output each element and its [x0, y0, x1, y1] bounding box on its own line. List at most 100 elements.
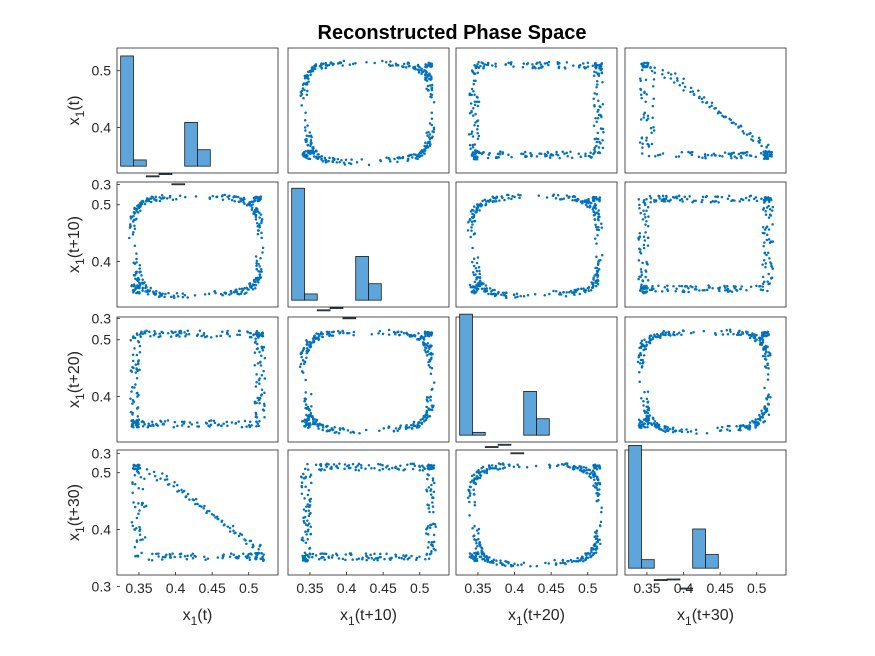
scatter-point: [364, 552, 368, 555]
scatter-point: [494, 464, 498, 468]
scatter-point: [739, 428, 742, 432]
scatter-point: [136, 422, 140, 425]
scatter-point: [347, 464, 351, 467]
scatter-point: [495, 156, 499, 159]
scatter-point: [714, 333, 718, 337]
x-axis-label: x1(t+30): [677, 607, 734, 628]
scatter-point: [331, 160, 335, 164]
scatter-point: [258, 377, 261, 380]
scatter-point: [425, 87, 428, 91]
scatter-point: [133, 336, 137, 340]
histogram-bar: [523, 391, 537, 436]
scatter-point: [256, 224, 259, 228]
histogram-bar: [184, 122, 198, 167]
scatter-point: [428, 526, 432, 530]
scatter-point: [313, 67, 317, 70]
scatter-point: [243, 419, 247, 423]
histogram-bar: [291, 187, 305, 301]
scatter-point: [136, 362, 140, 366]
scatter-point: [160, 558, 164, 561]
scatter-point: [376, 558, 379, 562]
x-tick-label: 0.4: [674, 580, 694, 596]
scatter-point: [689, 331, 693, 335]
scatter-point: [241, 288, 245, 291]
scatter-point: [748, 132, 751, 136]
scatter-point: [305, 137, 308, 141]
scatter-point: [135, 252, 138, 255]
scatter-point: [202, 331, 206, 335]
scatter-point: [430, 83, 434, 87]
scatter-point: [567, 559, 570, 563]
scatter-point: [478, 272, 482, 276]
scatter-point: [135, 376, 139, 380]
scatter-point: [208, 509, 211, 513]
scatter-point: [710, 154, 713, 157]
scatter-point: [343, 467, 346, 470]
scatter-point: [242, 552, 245, 556]
scatter-point: [255, 267, 258, 271]
scatter-point: [171, 198, 175, 202]
scatter-point: [471, 114, 475, 117]
scatter-point: [667, 333, 670, 337]
scatter-point: [335, 430, 338, 434]
scatter-point: [191, 552, 195, 556]
scatter-point: [304, 509, 308, 513]
scatter-point: [186, 329, 190, 333]
scatter-point: [692, 92, 696, 96]
scatter-point: [305, 420, 309, 423]
scatter-point: [466, 496, 470, 499]
scatter-point: [254, 556, 257, 560]
scatter-point: [584, 203, 588, 206]
scatter-point: [376, 556, 380, 560]
scatter-point: [474, 291, 478, 294]
scatter-point: [370, 333, 374, 336]
scatter-point: [426, 473, 429, 476]
scatter-point: [163, 555, 167, 559]
scatter-point: [258, 216, 261, 219]
scatter-point: [354, 468, 357, 472]
scatter-point: [430, 86, 434, 89]
scatter-point: [595, 266, 599, 270]
scatter-point: [767, 272, 770, 276]
scatter-point: [642, 345, 646, 348]
scatter-point: [342, 161, 346, 164]
scatter-point: [658, 153, 662, 157]
scatter-point: [308, 149, 312, 153]
scatter-point: [645, 65, 649, 68]
scatter-point: [428, 510, 431, 514]
scatter-point: [338, 160, 341, 164]
scatter-point: [138, 263, 142, 267]
scatter-point: [135, 516, 139, 520]
scatter-point: [221, 555, 225, 558]
scatter-point: [327, 159, 330, 163]
scatter-point: [748, 421, 752, 424]
scatter-point: [539, 63, 543, 66]
scatter-point: [349, 162, 353, 166]
scatter-point: [196, 502, 199, 506]
scatter-point: [497, 291, 500, 294]
scatter-point: [551, 153, 555, 157]
scatter-point: [432, 464, 436, 467]
scatter-point: [309, 392, 313, 396]
scatter-point: [593, 542, 596, 546]
scatter-point: [330, 465, 333, 469]
scatter-point: [367, 556, 370, 560]
histogram-bar: [666, 578, 681, 581]
scatter-point: [766, 157, 770, 161]
scatter-point: [236, 195, 240, 199]
scatter-point: [587, 286, 590, 290]
scatter-point: [219, 334, 223, 338]
scatter-point: [306, 462, 309, 466]
scatter-panel-r0-c3: [638, 61, 774, 161]
scatter-point: [640, 283, 643, 287]
scatter-point: [538, 152, 541, 155]
scatter-point: [320, 157, 323, 161]
scatter-point: [495, 563, 498, 566]
scatter-point: [352, 333, 355, 337]
scatter-point: [248, 331, 252, 335]
scatter-point: [645, 197, 648, 201]
scatter-point: [516, 563, 520, 567]
scatter-point: [646, 244, 650, 247]
scatter-point: [516, 295, 519, 299]
scatter-point: [600, 510, 603, 514]
